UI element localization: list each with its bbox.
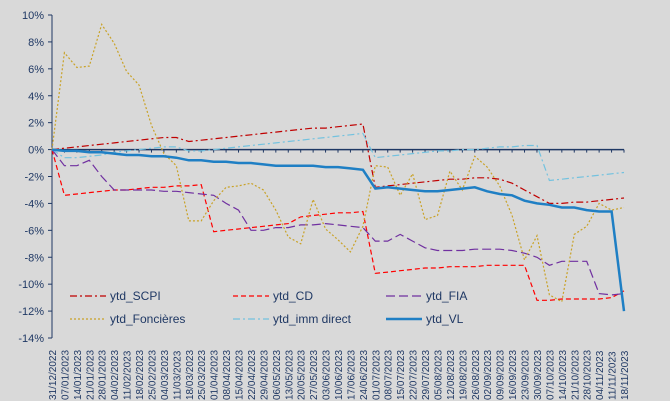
y-tick-label: 2% <box>28 118 44 130</box>
y-tick-label: -2% <box>24 172 44 184</box>
legend-label: ytd_VL <box>426 312 464 326</box>
series-line-ytd-cd <box>51 149 625 301</box>
x-tick-label: 01/04/2023 <box>210 350 221 400</box>
x-tick-label: 28/10/2023 <box>583 350 594 400</box>
y-tick-label: -12% <box>18 306 44 318</box>
series-line-ytd-scpi <box>51 123 625 204</box>
x-tick-label: 21/01/2023 <box>85 350 96 400</box>
x-tick-label: 05/08/2023 <box>433 350 444 400</box>
y-tick-label: -6% <box>24 225 44 237</box>
x-tick-label: 01/07/2023 <box>371 350 382 400</box>
x-tick-label: 22/04/2023 <box>247 350 258 400</box>
x-tick-label: 04/02/2023 <box>110 350 121 400</box>
x-tick-label: 06/05/2023 <box>272 350 283 400</box>
x-tick-label: 28/01/2023 <box>98 350 109 400</box>
y-axis: 10% 8% 6% 4% 2% 0% -2% -4% -6% -8% -10% -12% -14% <box>18 10 53 345</box>
x-tick-label: 11/03/2023 <box>172 350 183 400</box>
x-tick-label: 16/09/2023 <box>508 350 519 400</box>
x-tick-label: 11/02/2023 <box>123 350 134 400</box>
x-tick-label: 03/06/2023 <box>322 350 333 400</box>
y-tick-label: -10% <box>18 279 44 291</box>
x-tick-label: 20/05/2023 <box>297 350 308 400</box>
x-tick-label: 13/05/2023 <box>284 350 295 400</box>
x-tick-label: 10/06/2023 <box>334 350 345 400</box>
x-tick-label: 07/01/2023 <box>60 350 71 400</box>
x-tick-label: 14/10/2023 <box>558 350 569 400</box>
x-tick-label: 22/07/2023 <box>409 350 420 400</box>
x-tick-label: 18/03/2023 <box>185 350 196 400</box>
x-tick-label: 04/03/2023 <box>160 350 171 400</box>
x-tick-label: 25/03/2023 <box>197 350 208 400</box>
series-line-ytd-vl <box>51 148 626 312</box>
y-tick-label: -8% <box>24 252 44 264</box>
legend-label: ytd_Foncières <box>110 312 185 326</box>
x-tick-label: 04/11/2023 <box>595 350 606 400</box>
x-tick-label: 27/05/2023 <box>309 350 320 400</box>
legend-label: ytd_SCPI <box>110 289 161 303</box>
x-tick-label: 26/08/2023 <box>471 350 482 400</box>
x-tick-label: 15/04/2023 <box>235 350 246 400</box>
x-tick-label: 07/10/2023 <box>545 350 556 400</box>
series-line-ytd-fonci-res <box>51 22 625 303</box>
x-tick-label: 18/11/2023 <box>620 350 631 400</box>
x-tick-label: 17/06/2023 <box>346 350 357 400</box>
y-tick-label: 10% <box>22 10 44 22</box>
x-tick-label: 08/07/2023 <box>384 350 395 400</box>
y-tick-label: 0% <box>28 145 44 157</box>
legend-label: ytd_imm direct <box>273 312 352 326</box>
x-tick-label: 18/02/2023 <box>135 350 146 400</box>
x-tick-label: 19/08/2023 <box>458 350 469 400</box>
x-tick-label: 29/07/2023 <box>421 350 432 400</box>
x-tick-label: 30/09/2023 <box>533 350 544 400</box>
y-tick-label: 6% <box>28 64 44 76</box>
x-tick-label: 14/01/2023 <box>73 350 84 400</box>
x-tick-label: 25/02/2023 <box>147 350 158 400</box>
series-line-ytd-imm-direct <box>51 132 625 182</box>
series-line-ytd-fia <box>51 149 625 296</box>
y-tick-label: -4% <box>24 198 44 210</box>
x-axis: 31/12/2022 07/01/2023 14/01/2023 21/01/2023… <box>48 148 631 400</box>
x-tick-label: 02/09/2023 <box>483 350 494 400</box>
x-tick-label: 29/04/2023 <box>259 350 270 400</box>
y-tick-label: -14% <box>18 333 44 345</box>
x-tick-label: 12/08/2023 <box>446 350 457 400</box>
x-tick-label: 15/07/2023 <box>396 350 407 400</box>
x-tick-label: 08/04/2023 <box>222 350 233 400</box>
x-tick-label: 21/10/2023 <box>570 350 581 400</box>
legend-label: ytd_FIA <box>426 289 467 303</box>
y-tick-label: 4% <box>28 91 44 103</box>
legend: ytd_SCPI ytd_CD ytd_FIA ytd_Foncières ytd_im… <box>70 289 467 326</box>
x-tick-label: 23/09/2023 <box>521 350 532 400</box>
y-tick-label: 8% <box>28 37 44 49</box>
x-tick-label: 24/06/2023 <box>359 350 370 400</box>
series-layer <box>51 22 626 312</box>
x-tick-label: 09/09/2023 <box>496 350 507 400</box>
x-tick-label: 31/12/2022 <box>48 350 59 400</box>
legend-label: ytd_CD <box>273 289 313 303</box>
x-tick-label: 11/11/2023 <box>608 351 619 400</box>
